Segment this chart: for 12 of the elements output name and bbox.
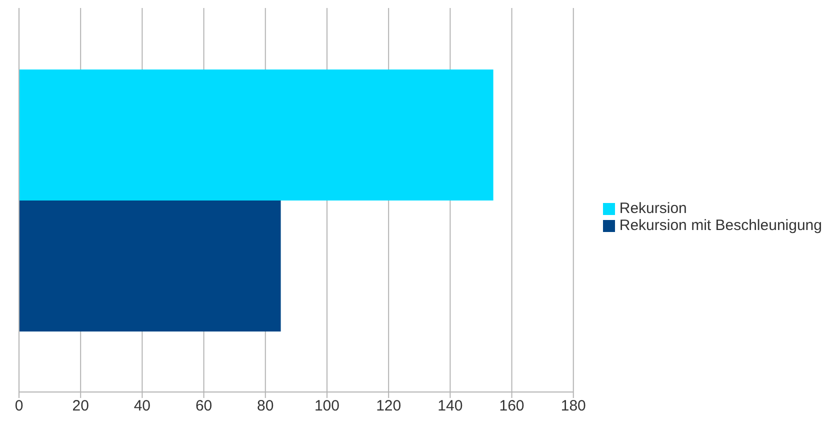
legend-label: Rekursion [619,200,687,217]
x-tick-label: 100 [314,398,340,415]
x-tick-label: 20 [72,398,89,415]
x-tick-label: 160 [499,398,524,415]
x-tick-label: 60 [195,398,212,415]
x-tick-label: 120 [376,398,402,415]
x-tick-label: 140 [438,398,463,415]
x-tick-label: 40 [134,398,151,415]
x-tick-label: 180 [560,398,586,415]
legend-label: Rekursion mit Beschleunigung [619,217,822,234]
x-tick-label: 80 [257,398,274,415]
x-tick-label: 0 [14,398,24,415]
